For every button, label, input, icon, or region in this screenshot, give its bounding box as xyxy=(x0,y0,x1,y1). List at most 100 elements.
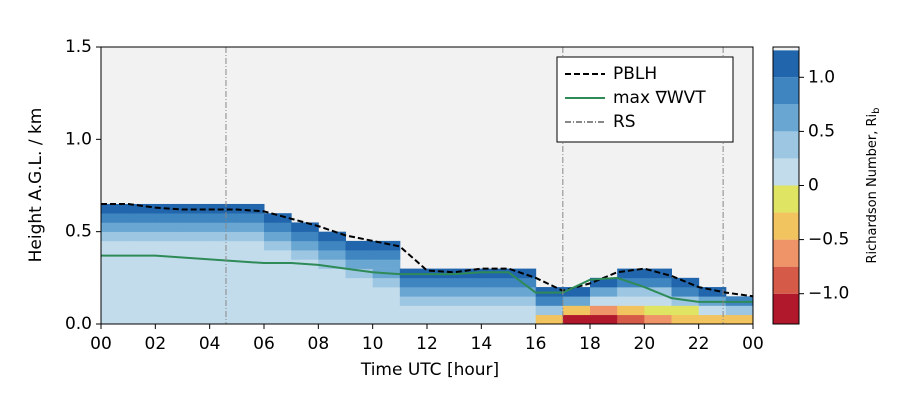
colorbar-segment xyxy=(773,77,799,105)
heat-cell xyxy=(399,287,428,297)
heat-cell xyxy=(399,277,428,288)
heat-cell xyxy=(318,240,346,251)
colorbar-segment xyxy=(773,104,799,132)
heat-cell xyxy=(291,287,319,297)
colorbar-tick-label: 0.5 xyxy=(808,121,835,141)
x-tick-label: 06 xyxy=(253,334,275,354)
heat-cell xyxy=(264,231,292,242)
heat-cell xyxy=(454,314,482,325)
heat-cell xyxy=(128,231,156,242)
heat-cell xyxy=(617,287,645,297)
heat-cell xyxy=(590,314,618,325)
heat-cell xyxy=(698,314,727,325)
heat-cell xyxy=(264,305,292,316)
heat-cell xyxy=(345,259,374,269)
heat-cell xyxy=(291,222,319,232)
heat-cell xyxy=(236,203,265,214)
line-series xyxy=(101,202,754,298)
heat-cell xyxy=(345,268,374,279)
heat-cell xyxy=(236,250,265,260)
heat-cell xyxy=(427,287,455,297)
heat-cell xyxy=(372,287,401,297)
heat-cell xyxy=(182,287,211,297)
heat-cell xyxy=(209,314,238,325)
heat-cell xyxy=(617,314,645,325)
heat-cell xyxy=(372,259,401,269)
heat-cell xyxy=(345,287,374,297)
heat-cell xyxy=(155,250,183,260)
heat-cell xyxy=(318,250,346,260)
heat-cell xyxy=(209,268,238,279)
heat-cell xyxy=(101,314,129,325)
heat-cell xyxy=(372,305,401,316)
y-tick-label: 1.0 xyxy=(65,129,92,149)
heat-cell xyxy=(209,213,238,223)
heat-cell xyxy=(155,259,183,269)
heat-cell xyxy=(454,296,482,306)
legend-label: PBLH xyxy=(613,64,657,84)
heat-cell xyxy=(291,305,319,316)
colorbar-segment xyxy=(773,293,799,324)
colorbar-segment xyxy=(773,158,799,186)
heat-cell xyxy=(236,222,265,232)
heat-cell xyxy=(318,231,346,242)
heat-cell xyxy=(508,287,537,297)
heat-cell xyxy=(617,305,645,316)
heat-cell xyxy=(318,314,346,325)
x-tick-label: 10 xyxy=(362,334,384,354)
heat-cell xyxy=(454,277,482,288)
y-axis-label: Height A.G.L. / km xyxy=(26,108,46,263)
heat-cell xyxy=(128,268,156,279)
heat-cell xyxy=(155,213,183,223)
heat-cell xyxy=(427,296,455,306)
heat-cell xyxy=(345,296,374,306)
heat-cell xyxy=(182,296,211,306)
heat-cell xyxy=(264,259,292,269)
heat-cell xyxy=(264,277,292,288)
heat-cell xyxy=(209,296,238,306)
heat-cell xyxy=(345,314,374,325)
heat-cell xyxy=(644,305,672,316)
heat-cell xyxy=(291,240,319,251)
heat-cell xyxy=(182,231,211,242)
heat-cell xyxy=(372,250,401,260)
colorbar-tick-label: 0 xyxy=(808,176,819,196)
x-tick-label: 18 xyxy=(579,334,601,354)
heat-cell xyxy=(454,305,482,316)
heat-cell xyxy=(264,250,292,260)
heat-cell xyxy=(209,305,238,316)
heat-cell xyxy=(101,277,129,288)
line-series xyxy=(101,254,753,303)
heat-cell xyxy=(236,296,265,306)
heat-cell xyxy=(291,231,319,242)
heat-cell xyxy=(372,277,401,288)
heat-cell xyxy=(590,277,618,288)
colorbar-segment xyxy=(773,212,799,240)
heat-cell xyxy=(209,240,238,251)
heat-cell xyxy=(644,277,672,288)
heat-cell xyxy=(128,305,156,316)
heat-cell xyxy=(671,296,700,306)
x-tick-label: 02 xyxy=(145,334,167,354)
heat-cell xyxy=(264,296,292,306)
heat-cell xyxy=(101,213,129,223)
heat-cell xyxy=(318,296,346,306)
heat-cell xyxy=(101,231,129,242)
heat-cell xyxy=(291,277,319,288)
heat-cell xyxy=(264,240,292,251)
heat-cell xyxy=(535,296,564,306)
heat-cell xyxy=(291,268,319,279)
heat-cell xyxy=(182,222,211,232)
heat-cell xyxy=(590,296,618,306)
colorbar-label: Richardson Number, Rib xyxy=(865,108,883,264)
colorbar-over xyxy=(773,47,799,51)
y-tick-label: 1.5 xyxy=(65,37,92,57)
colorbar-tick-label: −0.5 xyxy=(808,230,849,250)
x-axis-label: Time UTC [hour] xyxy=(360,360,499,380)
heat-cell xyxy=(508,314,537,325)
heat-cell xyxy=(182,259,211,269)
heat-cell xyxy=(671,287,700,297)
heat-cell xyxy=(345,277,374,288)
heat-cell xyxy=(236,240,265,251)
